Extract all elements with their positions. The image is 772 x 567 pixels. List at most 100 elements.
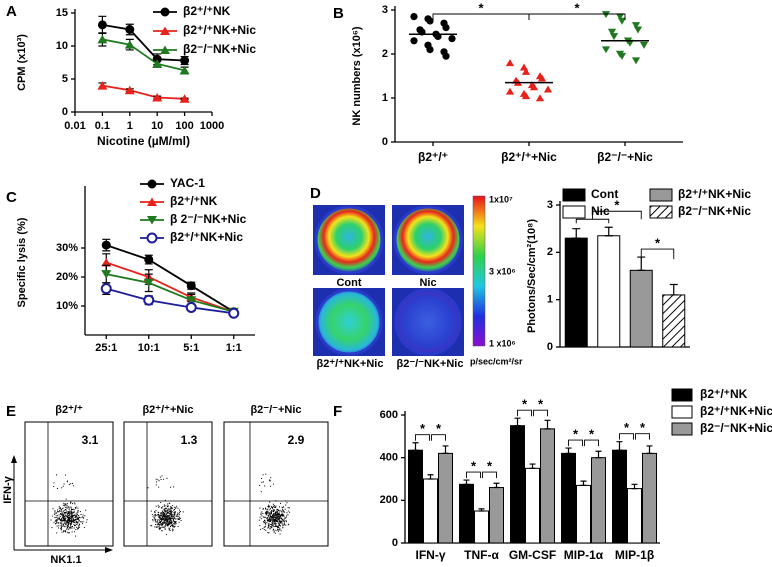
series-line (106, 273, 234, 313)
flow-plot-frame (123, 421, 213, 547)
legend-label: β2⁺/⁺NK (183, 4, 231, 18)
error-bar (580, 480, 587, 486)
error-bar (442, 445, 449, 454)
error-bar (616, 441, 623, 451)
flow-percent: 1.3 (181, 433, 198, 447)
y-tick-label: 0 (62, 106, 68, 118)
marker (617, 17, 627, 25)
y-axis-label: NK numbers (x10⁶) (351, 26, 363, 126)
marker (179, 94, 190, 103)
significance-star: * (420, 421, 426, 436)
bar (627, 488, 642, 544)
bar (591, 457, 606, 544)
y-tick-label: 15 (56, 7, 68, 19)
y-tick-label: 400 (380, 452, 398, 464)
flow-panel: β2⁺/⁺ β2⁺/⁺+Nic β2⁻/⁻+Nic 3.1 1.3 2.9 IF… (2, 404, 329, 566)
y-tick-label: 5 (62, 73, 68, 85)
legend-label: β2⁻/⁻NK+Nic (700, 421, 772, 435)
x-tick-label: β2⁻/⁻+Nic (597, 150, 653, 164)
x-tick-label: MIP-1α (564, 548, 604, 562)
x-tick-label: 10 (151, 120, 163, 132)
legend-swatch (649, 188, 673, 202)
error-bar (631, 483, 638, 490)
marker (152, 92, 163, 102)
significance-star: * (478, 0, 484, 15)
marker (631, 22, 641, 30)
bar (525, 467, 540, 544)
significance-bracket (568, 439, 583, 447)
imaging-panel: Cont Nic β2⁺/⁺NK+Nic β2⁻/⁻NK+Nic 1x10⁷ 3… (313, 194, 523, 370)
x-tick-label: 100 (175, 120, 193, 132)
error-bar (529, 463, 536, 469)
panel-label: D (310, 185, 321, 202)
error-bar (514, 417, 521, 427)
significance-bracket (466, 471, 481, 479)
bar (597, 235, 621, 348)
bar (510, 425, 525, 544)
y-tick-label: 1 (382, 92, 388, 104)
panel-label: A (6, 3, 17, 20)
marker (410, 37, 418, 45)
marker (631, 57, 641, 65)
marker (442, 24, 450, 32)
x-tick-label: 1 (127, 120, 133, 132)
y-tick-label: 10% (56, 300, 78, 312)
legend-label: β2⁺/⁺NK+Nic (170, 230, 243, 244)
marker (633, 26, 643, 34)
legend-label: β2⁻/⁻NK+Nic (678, 204, 751, 218)
marker (101, 270, 112, 279)
marker (160, 26, 170, 35)
y-tick-label: 200 (380, 494, 398, 506)
marker (521, 92, 531, 100)
marker (609, 33, 619, 41)
y-tick-label: 3 (547, 199, 553, 211)
legend-swatch (562, 205, 586, 219)
marker (143, 294, 155, 306)
flow-title: β2⁺/⁺+Nic (142, 404, 193, 416)
bar (576, 484, 591, 544)
y-axis-label: Specific lysis (%) (16, 217, 28, 307)
series-line (102, 23, 185, 62)
significance-bracket (482, 471, 497, 479)
marker (505, 59, 515, 67)
y-axis-label: Photons/Sec/cm²(10⁸) (526, 219, 538, 333)
legend-label: β2⁺/⁺NK+Nic (700, 404, 772, 418)
x-tick-label: 0.01 (64, 120, 85, 132)
plate-well (315, 288, 383, 356)
x-tick-label: IFN-γ (416, 548, 446, 562)
y-tick-label: 0 (392, 537, 398, 549)
legend-label: Cont (591, 187, 618, 201)
significance-bracket (575, 218, 610, 224)
x-tick-label: GM-CSF (509, 548, 556, 562)
image-label: β2⁻/⁻NK+Nic (397, 358, 464, 370)
y-tick-label: 10 (56, 40, 68, 52)
significance-star: * (624, 420, 630, 435)
x-tick-label: TNF-α (464, 548, 499, 562)
marker (617, 52, 627, 60)
marker (442, 52, 450, 60)
error-bar (493, 482, 500, 489)
significance-bracket (528, 13, 626, 20)
colorbar-label: 1 x10⁶ (489, 338, 516, 348)
colorbar-label: 3 x10⁶ (489, 266, 516, 276)
y-tick-label: 1 (547, 294, 553, 306)
series-line (102, 84, 185, 100)
x-tick-label: 10:1 (138, 342, 160, 354)
bar (459, 483, 474, 544)
marker (101, 258, 112, 267)
colorbar (472, 195, 486, 347)
x-tick-label: 1000 (200, 120, 224, 132)
arrow-head (105, 547, 113, 553)
significance-bracket (584, 439, 599, 447)
panel-label: B (333, 5, 344, 22)
significance-star: * (573, 427, 579, 442)
x-tick-label: 25:1 (95, 342, 117, 354)
significance-star: * (436, 421, 442, 436)
event-dots (258, 473, 291, 535)
marker (160, 45, 170, 54)
marker (601, 11, 611, 19)
marker (186, 296, 197, 305)
marker (125, 25, 135, 34)
flow-x-label: NK1.1 (50, 554, 81, 566)
legend-label: β2⁺/⁺NK+Nic (678, 187, 751, 201)
